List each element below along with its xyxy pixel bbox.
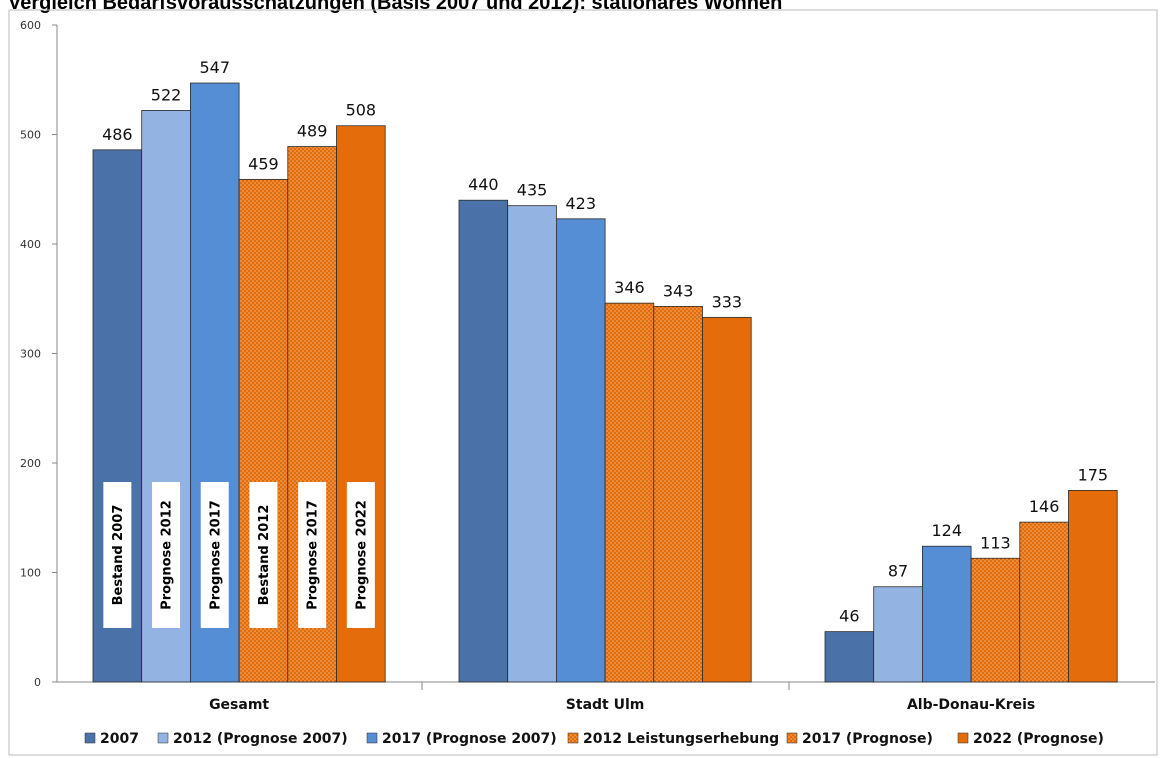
y-tick-label: 500 [20,129,41,142]
bar [604,302,655,683]
bar [653,306,703,683]
bar-annotation-box [298,482,327,628]
data-label: 486 [102,125,133,144]
y-tick-label: 600 [20,19,41,32]
data-label: 489 [297,122,328,141]
bar [1019,521,1069,683]
data-label: 333 [712,292,743,311]
bar-annotation-text: Prognose 2017 [208,500,223,610]
axes: 0 100 200 300 400 500 600 Gesamt Stadt Ulm Alb-Do… [8,9,1158,756]
y-tick-label: 200 [20,457,41,470]
data-label: 124 [931,521,962,540]
legend-label: 2012 Leistungserhebung [583,731,779,747]
legend-swatch [786,732,798,744]
data-label: 547 [199,58,230,77]
bar [970,557,1021,683]
bar-annotation-text: Prognose 2012 [160,500,175,610]
bar-annotation-box [346,482,375,628]
data-label: 508 [346,101,377,120]
y-tick-label: 400 [20,238,41,251]
data-label: 46 [839,607,859,626]
bar-annotation-box [152,482,181,628]
legend: 2007 2012 (Prognose 2007) 2017 (Prognose 2… [84,731,1104,747]
y-tick-label: 300 [20,348,41,361]
legend-label: 2012 (Prognose 2007) [173,731,348,747]
x-tick-label: Gesamt [209,697,269,713]
data-label: 423 [565,194,596,213]
bar [458,199,509,683]
legend-label: 2017 (Prognose) [802,731,933,747]
bar [824,631,875,683]
x-tick-label: Alb-Donau-Kreis [907,697,1035,713]
bar-annotation-box [103,482,132,628]
bars [92,82,1118,683]
data-label: 440 [468,175,499,194]
bar [556,218,606,683]
data-label: 522 [151,85,182,104]
data-label: 113 [980,533,1011,552]
bar [507,205,557,683]
legend-swatch [366,732,378,744]
x-tick-label: Stadt Ulm [566,697,645,713]
bar-annotation-text: Prognose 2017 [306,500,321,610]
bar-annotation-text: Prognose 2022 [354,500,369,610]
bar [1068,489,1118,683]
bar-annotation-text: Bestand 2012 [257,505,272,606]
data-label: 146 [1029,497,1060,516]
legend-swatch [84,732,96,744]
bar [873,586,923,683]
bar [702,316,752,683]
y-tick-label: 100 [20,567,41,580]
y-tick-label: 0 [34,676,41,689]
bar-annotations: Bestand 2007 Prognose 2012 Prognose 2017 Be… [103,482,375,628]
data-label: 343 [663,281,694,300]
data-label: 87 [888,562,908,581]
chart-frame [8,9,1158,756]
legend-swatch [957,732,969,744]
value-labels: 486 522 547 459 489 508 440 435 423 346 343 333 46 87… [102,58,1108,626]
legend-swatch [567,732,579,744]
bar [922,545,972,683]
legend-label: 2017 (Prognose 2007) [382,731,557,747]
legend-label: 2022 (Prognose) [973,731,1104,747]
data-label: 459 [248,154,279,173]
bar-annotation-text: Bestand 2007 [111,505,126,606]
legend-swatch [157,732,169,744]
legend-label: 2007 [100,731,139,747]
data-label: 435 [517,181,548,200]
data-label: 346 [614,278,645,297]
data-label: 175 [1078,465,1109,484]
bar-annotation-box [200,482,229,628]
bar-annotation-box [249,482,278,628]
